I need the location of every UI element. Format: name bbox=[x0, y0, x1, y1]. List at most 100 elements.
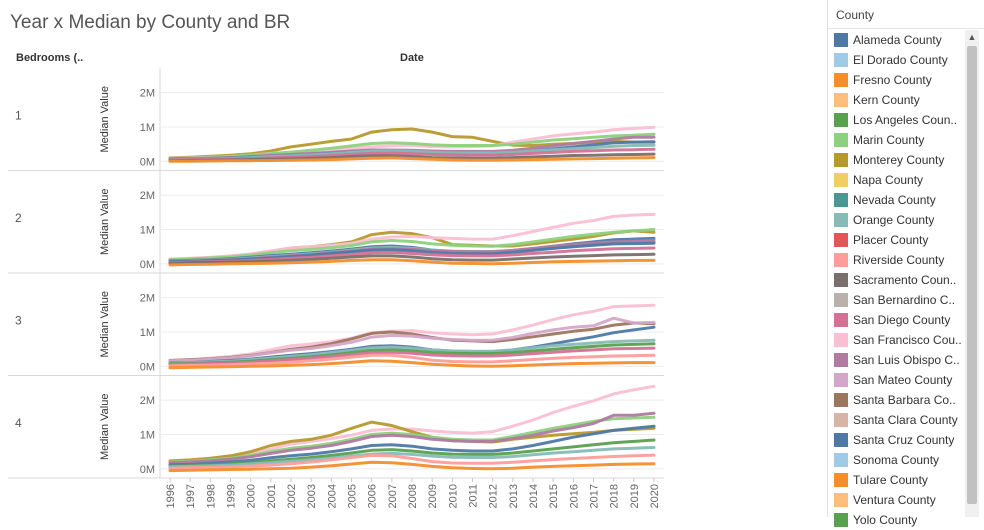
legend-swatch bbox=[834, 173, 848, 187]
legend-item[interactable]: Fresno County bbox=[834, 70, 964, 90]
legend-label: Santa Cruz County bbox=[853, 433, 955, 447]
y-tick-label: 1M bbox=[140, 429, 155, 441]
series-line[interactable] bbox=[168, 252, 656, 265]
line-chart: 1 Median Value 0M 1M 2M 2 Median Value 0M 1M 2M 3 M… bbox=[8, 68, 664, 508]
x-tick-label: 1997 bbox=[185, 484, 197, 508]
series-line[interactable] bbox=[168, 384, 656, 463]
panel-row-label: 1 bbox=[15, 108, 22, 122]
x-tick-label: 1999 bbox=[226, 484, 238, 508]
legend-item[interactable]: El Dorado County bbox=[834, 50, 964, 70]
legend-item[interactable]: Orange County bbox=[834, 210, 964, 230]
legend-item[interactable]: Monterey County bbox=[834, 150, 964, 170]
x-tick-label: 2000 bbox=[246, 484, 258, 508]
legend-item[interactable]: Santa Barbara Co.. bbox=[834, 390, 964, 410]
x-tick-label: 2009 bbox=[427, 484, 439, 508]
y-tick-label: 1M bbox=[140, 224, 155, 236]
legend-item[interactable]: Nevada County bbox=[834, 190, 964, 210]
x-tick-label: 2019 bbox=[629, 484, 641, 508]
legend-item[interactable]: Ventura County bbox=[834, 490, 964, 510]
legend-item[interactable]: Santa Clara County bbox=[834, 410, 964, 430]
scrollbar-thumb[interactable] bbox=[967, 46, 977, 504]
legend-item[interactable]: Alameda County bbox=[834, 30, 964, 50]
x-tick-label: 2007 bbox=[387, 484, 399, 508]
legend-swatch bbox=[834, 53, 848, 67]
legend-swatch bbox=[834, 433, 848, 447]
legend-item[interactable]: Marin County bbox=[834, 130, 964, 150]
scroll-up-arrow-icon[interactable]: ▲ bbox=[967, 32, 977, 42]
series-line[interactable] bbox=[168, 316, 656, 363]
y-axis-title: Median Value bbox=[99, 291, 111, 357]
series-line[interactable] bbox=[168, 446, 656, 469]
legend-item[interactable]: Tulare County bbox=[834, 470, 964, 490]
x-tick-label: 2008 bbox=[407, 484, 419, 508]
legend-label: Fresno County bbox=[853, 73, 932, 87]
series-line[interactable] bbox=[168, 346, 656, 367]
legend-swatch bbox=[834, 453, 848, 467]
legend-swatch bbox=[834, 493, 848, 507]
x-tick-label: 2001 bbox=[266, 484, 278, 508]
y-tick-label: 0M bbox=[140, 259, 155, 271]
legend-swatch bbox=[834, 353, 848, 367]
y-tick-label: 0M bbox=[140, 464, 155, 476]
x-tick-label: 2002 bbox=[286, 484, 298, 508]
y-axis-title: Median Value bbox=[99, 86, 111, 152]
series-line[interactable] bbox=[168, 424, 656, 467]
series-line[interactable] bbox=[168, 453, 656, 470]
series-line[interactable] bbox=[168, 321, 656, 362]
legend-item[interactable]: Yolo County bbox=[834, 510, 964, 530]
legend-swatch bbox=[834, 73, 848, 87]
legend-item[interactable]: Napa County bbox=[834, 170, 964, 190]
legend-swatch bbox=[834, 233, 848, 247]
row-header-bedrooms[interactable]: Bedrooms (.. bbox=[16, 52, 84, 64]
series-line[interactable] bbox=[168, 411, 656, 465]
legend-item[interactable]: Placer County bbox=[834, 230, 964, 250]
series-line[interactable] bbox=[168, 353, 656, 368]
legend-swatch bbox=[834, 113, 848, 127]
legend-label: San Luis Obispo C.. bbox=[853, 353, 960, 367]
legend-label: Santa Clara County bbox=[853, 413, 958, 427]
legend-scrollbar[interactable]: ▲ bbox=[965, 30, 979, 517]
legend-label: El Dorado County bbox=[853, 53, 948, 67]
legend-item[interactable]: Sonoma County bbox=[834, 450, 964, 470]
y-tick-label: 2M bbox=[140, 88, 155, 100]
legend-label: Santa Barbara Co.. bbox=[853, 393, 956, 407]
y-tick-label: 2M bbox=[140, 190, 155, 202]
panel-row-label: 3 bbox=[15, 313, 22, 327]
legend-title: County bbox=[836, 8, 875, 22]
series-line[interactable] bbox=[168, 156, 656, 163]
legend-label: Marin County bbox=[853, 133, 925, 147]
legend-list: Alameda County El Dorado County Fresno Cou… bbox=[834, 30, 964, 530]
y-axis-title: Median Value bbox=[99, 394, 111, 460]
column-header-date[interactable]: Date bbox=[400, 52, 424, 64]
x-tick-label: 2020 bbox=[649, 484, 661, 508]
series-line[interactable] bbox=[168, 228, 656, 262]
legend-item[interactable]: Sacramento Coun.. bbox=[834, 270, 964, 290]
legend-item[interactable]: San Luis Obispo C.. bbox=[834, 350, 964, 370]
x-tick-label: 2003 bbox=[306, 484, 318, 508]
legend-item[interactable]: San Mateo County bbox=[834, 370, 964, 390]
legend-item[interactable]: San Diego County bbox=[834, 310, 964, 330]
series-line[interactable] bbox=[168, 460, 656, 473]
legend-label: Los Angeles Coun.. bbox=[853, 113, 958, 127]
legend-label: Ventura County bbox=[853, 493, 936, 507]
x-tick-label: 2004 bbox=[326, 484, 338, 508]
y-tick-label: 0M bbox=[140, 156, 155, 168]
legend-item[interactable]: San Francisco Cou.. bbox=[834, 330, 964, 350]
legend-swatch bbox=[834, 33, 848, 47]
legend-label: Alameda County bbox=[853, 33, 942, 47]
legend-item[interactable]: Los Angeles Coun.. bbox=[834, 110, 964, 130]
legend-label: San Francisco Cou.. bbox=[853, 333, 962, 347]
legend-swatch bbox=[834, 193, 848, 207]
legend-item[interactable]: Santa Cruz County bbox=[834, 430, 964, 450]
series-line[interactable] bbox=[168, 258, 656, 267]
panel-row-label: 4 bbox=[15, 416, 22, 430]
series-line[interactable] bbox=[168, 420, 656, 463]
y-axis-title: Median Value bbox=[99, 189, 111, 255]
legend-item[interactable]: San Bernardino C.. bbox=[834, 290, 964, 310]
legend-item[interactable]: Riverside County bbox=[834, 250, 964, 270]
x-tick-label: 2013 bbox=[508, 484, 520, 508]
legend-item[interactable]: Kern County bbox=[834, 90, 964, 110]
x-tick-label: 2012 bbox=[488, 484, 500, 508]
series-line[interactable] bbox=[168, 359, 656, 370]
legend-swatch bbox=[834, 413, 848, 427]
